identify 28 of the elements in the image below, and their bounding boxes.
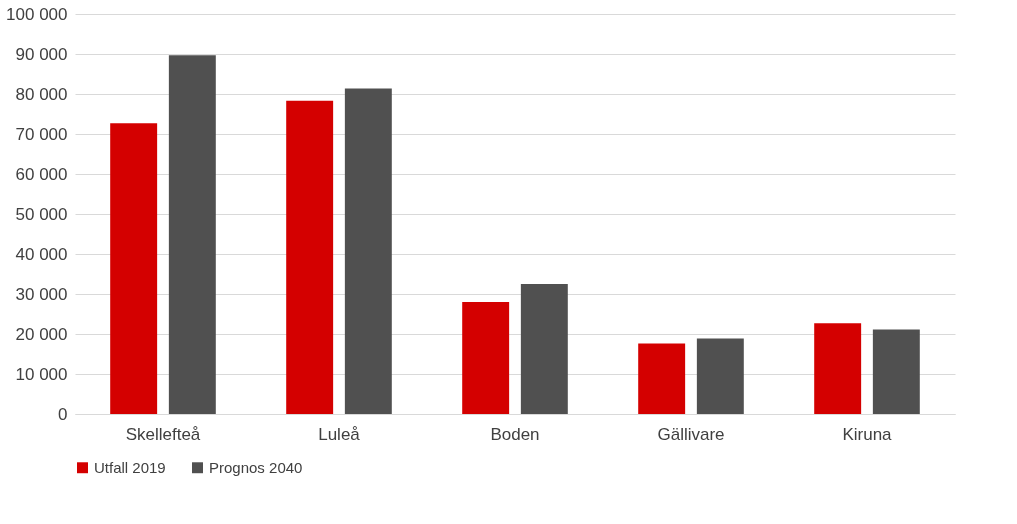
bar: [168, 55, 216, 414]
legend-label: Prognos 2040: [209, 458, 303, 476]
bar: [814, 323, 862, 414]
x-tick-label: Kiruna: [842, 424, 893, 444]
bar: [344, 88, 392, 414]
bar: [696, 338, 744, 414]
y-tick-label: 20 000: [15, 324, 68, 344]
y-tick-label: 100 000: [6, 4, 68, 24]
y-tick-label: 90 000: [15, 44, 68, 64]
y-tick-label: 40 000: [15, 244, 68, 264]
y-tick-label: 80 000: [15, 84, 68, 104]
y-tick-label: 0: [58, 404, 68, 424]
y-tick-label: 30 000: [15, 284, 68, 304]
x-tick-label: Boden: [490, 424, 540, 444]
y-tick-label: 70 000: [15, 124, 68, 144]
bar: [110, 123, 158, 414]
x-tick-label: Skellefteå: [125, 424, 201, 444]
y-tick-label: 10 000: [15, 364, 68, 384]
bar: [520, 284, 568, 414]
y-tick-label: 50 000: [15, 204, 68, 224]
bar: [872, 329, 920, 414]
legend-label: Utfall 2019: [94, 458, 166, 476]
bar: [638, 343, 686, 414]
x-tick-label: Luleå: [318, 424, 361, 444]
bar: [286, 100, 334, 414]
bar: [462, 302, 510, 414]
y-tick-label: 60 000: [15, 164, 68, 184]
x-tick-label: Gällivare: [657, 424, 725, 444]
